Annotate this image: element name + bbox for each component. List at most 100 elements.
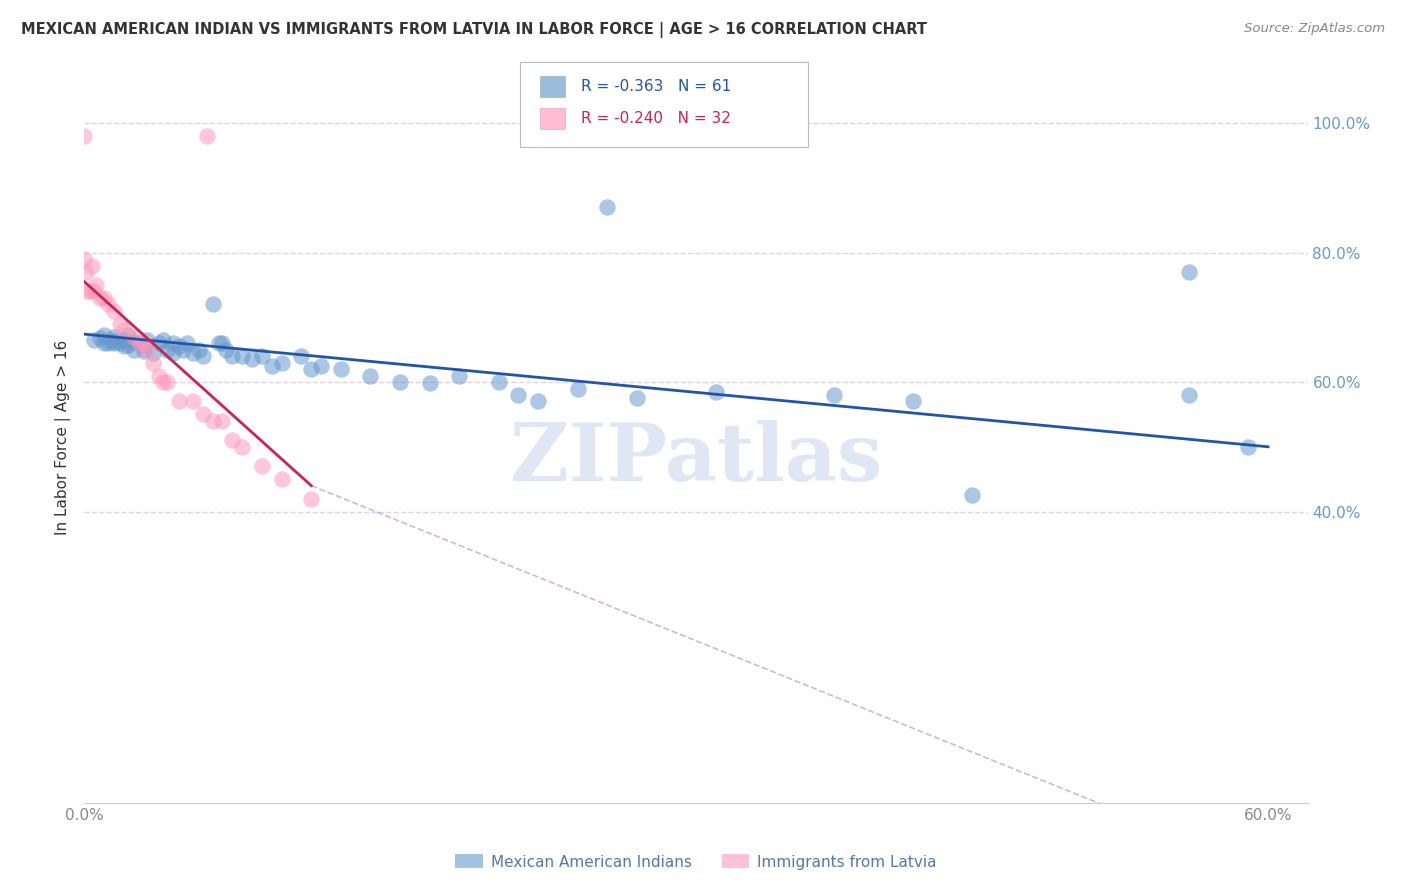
Point bbox=[1178, 388, 1201, 402]
Point bbox=[823, 388, 845, 402]
Point bbox=[231, 349, 253, 363]
Point bbox=[527, 394, 550, 409]
Point bbox=[142, 356, 165, 370]
Point bbox=[136, 343, 159, 357]
Point bbox=[132, 336, 155, 351]
Point bbox=[103, 334, 125, 348]
Point bbox=[201, 414, 224, 428]
Point bbox=[108, 336, 131, 351]
Point bbox=[112, 333, 135, 347]
Point bbox=[176, 336, 198, 351]
Point bbox=[172, 343, 194, 357]
Point bbox=[250, 349, 273, 363]
Point bbox=[211, 414, 233, 428]
Point bbox=[112, 339, 135, 353]
Point bbox=[148, 336, 170, 351]
Point bbox=[82, 259, 104, 273]
Point bbox=[191, 408, 214, 422]
Point bbox=[240, 352, 263, 367]
Text: MEXICAN AMERICAN INDIAN VS IMMIGRANTS FROM LATVIA IN LABOR FORCE | AGE > 16 CORR: MEXICAN AMERICAN INDIAN VS IMMIGRANTS FR… bbox=[21, 22, 927, 38]
Point bbox=[449, 368, 471, 383]
Point bbox=[148, 368, 170, 383]
Point bbox=[132, 343, 155, 358]
Point bbox=[97, 297, 120, 311]
Point bbox=[508, 388, 530, 402]
Point bbox=[596, 200, 619, 214]
Point bbox=[75, 265, 97, 279]
Point bbox=[152, 333, 174, 347]
Point bbox=[250, 459, 273, 474]
Point bbox=[231, 440, 253, 454]
Point bbox=[97, 336, 120, 351]
Point bbox=[156, 375, 179, 389]
Point bbox=[162, 336, 184, 351]
Point bbox=[567, 382, 589, 396]
Point bbox=[103, 330, 125, 344]
Point bbox=[103, 336, 125, 351]
Point bbox=[329, 362, 352, 376]
Point bbox=[89, 291, 111, 305]
Point bbox=[84, 277, 107, 292]
Text: R = -0.363   N = 61: R = -0.363 N = 61 bbox=[581, 79, 731, 94]
Point bbox=[89, 331, 111, 345]
Point bbox=[128, 336, 150, 351]
Point bbox=[142, 346, 165, 360]
Point bbox=[211, 336, 233, 351]
Point bbox=[309, 359, 332, 373]
Point bbox=[122, 330, 145, 344]
Point bbox=[103, 303, 125, 318]
Point bbox=[260, 359, 283, 373]
Point bbox=[488, 375, 510, 389]
Point bbox=[117, 337, 139, 351]
Point bbox=[299, 362, 322, 376]
Point bbox=[132, 337, 155, 351]
Point bbox=[93, 336, 115, 351]
Point bbox=[221, 349, 243, 363]
Point bbox=[221, 434, 243, 448]
Point bbox=[152, 375, 174, 389]
Point bbox=[93, 328, 115, 343]
Point bbox=[73, 252, 96, 266]
Point bbox=[201, 297, 224, 311]
Point bbox=[960, 488, 983, 502]
Point bbox=[270, 356, 292, 370]
Point bbox=[122, 334, 145, 349]
Point bbox=[93, 291, 115, 305]
Point bbox=[181, 394, 204, 409]
Point bbox=[136, 333, 159, 347]
Point bbox=[108, 317, 131, 331]
Point bbox=[187, 343, 209, 357]
Point bbox=[112, 323, 135, 337]
Point bbox=[122, 343, 145, 357]
Point bbox=[359, 368, 381, 383]
Point bbox=[1178, 265, 1201, 279]
Text: R = -0.240   N = 32: R = -0.240 N = 32 bbox=[581, 112, 731, 126]
Point bbox=[419, 376, 441, 391]
Point bbox=[901, 394, 924, 409]
Point bbox=[83, 285, 105, 299]
Point bbox=[1237, 440, 1260, 454]
Legend: Mexican American Indians, Immigrants from Latvia: Mexican American Indians, Immigrants fro… bbox=[450, 848, 942, 876]
Point bbox=[191, 349, 214, 363]
Text: Source: ZipAtlas.com: Source: ZipAtlas.com bbox=[1244, 22, 1385, 36]
Point bbox=[299, 491, 322, 506]
Point bbox=[704, 384, 727, 399]
Point bbox=[162, 346, 184, 360]
Point bbox=[207, 336, 229, 351]
Point bbox=[270, 472, 292, 486]
Point bbox=[156, 343, 179, 357]
Point bbox=[98, 333, 121, 347]
Point bbox=[167, 339, 190, 353]
Point bbox=[626, 391, 648, 405]
Y-axis label: In Labor Force | Age > 16: In Labor Force | Age > 16 bbox=[55, 340, 72, 534]
Point bbox=[167, 394, 190, 409]
Point bbox=[117, 328, 139, 343]
Point bbox=[128, 336, 150, 351]
Point bbox=[73, 129, 96, 144]
Point bbox=[195, 129, 218, 144]
Point bbox=[389, 375, 412, 389]
Point bbox=[83, 333, 105, 347]
Text: ZIPatlas: ZIPatlas bbox=[510, 420, 882, 498]
Point bbox=[215, 343, 238, 357]
Point bbox=[77, 285, 100, 299]
